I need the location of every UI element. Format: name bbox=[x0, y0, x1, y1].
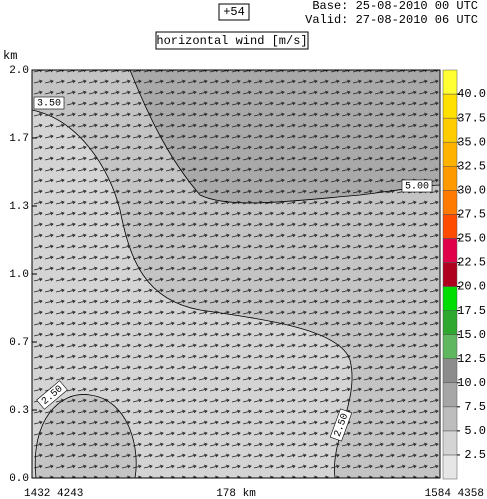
x-label: 1432 4243 bbox=[24, 488, 83, 499]
y-tick-label: 1.3 bbox=[9, 201, 29, 213]
x-label: 1584 4358 bbox=[425, 488, 484, 499]
y-axis-label: km bbox=[3, 49, 17, 63]
title-box bbox=[155, 31, 309, 50]
label-box bbox=[329, 408, 353, 442]
contour-label: 3.50 bbox=[33, 96, 65, 110]
colorbar-label: 5.0 bbox=[464, 424, 486, 438]
colorbar-label: 10.0 bbox=[457, 376, 486, 390]
contour-label: 5.00 bbox=[401, 179, 433, 193]
colorbar-label: 12.5 bbox=[457, 352, 486, 366]
colorbar-label: 27.5 bbox=[457, 208, 486, 222]
colorbar-label: 40.0 bbox=[457, 87, 486, 101]
x-label: 178 km bbox=[216, 488, 256, 499]
contour-label-text: 5.00 bbox=[405, 182, 429, 193]
colorbar-bin bbox=[442, 262, 458, 287]
colorbar-label: 25.0 bbox=[457, 232, 486, 246]
y-tick-label: 1.0 bbox=[9, 269, 29, 281]
label-box bbox=[36, 380, 68, 410]
colorbar-bin bbox=[442, 190, 458, 215]
colorbar-bin bbox=[442, 165, 458, 191]
colorbar-bin bbox=[442, 93, 458, 119]
colorbar-bin bbox=[442, 214, 458, 239]
colorbar-label: 7.5 bbox=[464, 400, 486, 414]
colorbar-label: 30.0 bbox=[457, 183, 486, 197]
y-tick-label: 2.0 bbox=[9, 65, 29, 77]
y-tick-label: 0.0 bbox=[9, 473, 29, 485]
colorbar-label: 20.0 bbox=[457, 280, 486, 294]
colorbar-label: 37.5 bbox=[457, 111, 486, 125]
run-box bbox=[218, 3, 250, 21]
colorbar-label: 32.5 bbox=[457, 159, 486, 173]
colorbar-bin bbox=[442, 238, 458, 263]
plot-area: 3.50 5.00 2.50 2.50 bbox=[31, 69, 441, 479]
colorbar-bin bbox=[442, 454, 458, 480]
colorbar-bin bbox=[442, 334, 458, 359]
colorbar-bin bbox=[442, 310, 458, 335]
contour-label-text: 3.50 bbox=[37, 99, 61, 110]
run-label: +54 bbox=[223, 5, 245, 19]
colorbar-label: 17.5 bbox=[457, 304, 486, 318]
colorbar-label: 2.5 bbox=[464, 448, 486, 462]
label-box bbox=[401, 179, 433, 193]
colorbar-label: 15.0 bbox=[457, 328, 486, 342]
colorbar-bin bbox=[442, 141, 458, 167]
colorbar-label: 22.5 bbox=[457, 256, 486, 270]
wind-arrows bbox=[32, 70, 440, 478]
colorbar-label: 35.0 bbox=[457, 135, 486, 149]
y-tick-label: 0.7 bbox=[9, 337, 29, 349]
colorbar-bin bbox=[442, 286, 458, 311]
valid-time: Valid: 27-08-2010 06 UTC bbox=[305, 13, 478, 27]
chart-title: horizontal wind [m/s] bbox=[156, 34, 307, 48]
colorbar-bin bbox=[442, 69, 458, 95]
colorbar-bin bbox=[442, 406, 458, 432]
colorbar-bin bbox=[442, 382, 458, 408]
y-tick-label: 0.3 bbox=[9, 405, 29, 417]
colorbar-bin bbox=[442, 358, 458, 384]
y-tick-label: 1.7 bbox=[9, 133, 29, 145]
colorbar-bin bbox=[442, 117, 458, 143]
label-box bbox=[33, 96, 65, 110]
header: +54 Base: 25-08-2010 00 UTC Valid: 27-08… bbox=[3, 0, 478, 63]
colorbar-bin bbox=[442, 430, 458, 456]
base-time: Base: 25-08-2010 00 UTC bbox=[312, 0, 478, 13]
